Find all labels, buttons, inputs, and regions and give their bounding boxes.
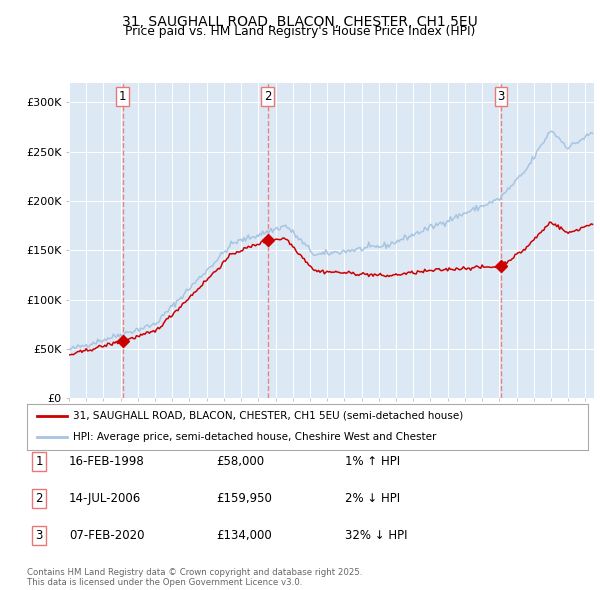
Text: Contains HM Land Registry data © Crown copyright and database right 2025.
This d: Contains HM Land Registry data © Crown c… — [27, 568, 362, 587]
Text: 1: 1 — [35, 455, 43, 468]
Text: Price paid vs. HM Land Registry's House Price Index (HPI): Price paid vs. HM Land Registry's House … — [125, 25, 475, 38]
Text: 32% ↓ HPI: 32% ↓ HPI — [345, 529, 407, 542]
Text: 31, SAUGHALL ROAD, BLACON, CHESTER, CH1 5EU (semi-detached house): 31, SAUGHALL ROAD, BLACON, CHESTER, CH1 … — [73, 411, 463, 421]
Text: 2: 2 — [35, 492, 43, 505]
Text: 1% ↑ HPI: 1% ↑ HPI — [345, 455, 400, 468]
Text: 1: 1 — [119, 90, 127, 103]
Text: £58,000: £58,000 — [216, 455, 264, 468]
Text: 3: 3 — [497, 90, 505, 103]
Text: 31, SAUGHALL ROAD, BLACON, CHESTER, CH1 5EU: 31, SAUGHALL ROAD, BLACON, CHESTER, CH1 … — [122, 15, 478, 29]
Text: £134,000: £134,000 — [216, 529, 272, 542]
Text: HPI: Average price, semi-detached house, Cheshire West and Chester: HPI: Average price, semi-detached house,… — [73, 432, 436, 442]
Text: 16-FEB-1998: 16-FEB-1998 — [69, 455, 145, 468]
Text: 07-FEB-2020: 07-FEB-2020 — [69, 529, 145, 542]
Text: 2: 2 — [264, 90, 271, 103]
Text: £159,950: £159,950 — [216, 492, 272, 505]
Text: 14-JUL-2006: 14-JUL-2006 — [69, 492, 141, 505]
Text: 2% ↓ HPI: 2% ↓ HPI — [345, 492, 400, 505]
Text: 3: 3 — [35, 529, 43, 542]
